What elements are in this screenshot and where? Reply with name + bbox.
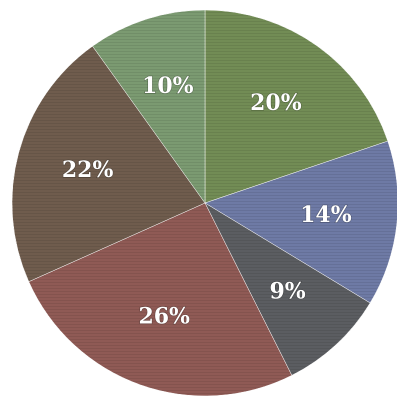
pie-slice-label-4: 26%: [138, 304, 190, 330]
pie-slice-texture-2: [205, 141, 397, 303]
pie-labels: 20% 14% 9% 26% 22% 10%: [61, 73, 352, 330]
pie-slice-label-5: 22%: [62, 157, 114, 183]
pie-slice-texture-5: [12, 46, 206, 282]
pie-slice-texture-3: [205, 203, 371, 376]
pie-slice-label-2: 14%: [300, 202, 352, 228]
pie-slice-texture-4: [28, 203, 292, 396]
pie-slices: [11, 9, 397, 396]
pie-slice-label-6: 10%: [142, 73, 194, 99]
pie-slice-texture-1: [205, 10, 388, 203]
pie-slice-texture-6: [92, 10, 205, 203]
pie-slice-label-3: 9%: [269, 278, 305, 304]
pie-slice-label-1: 20%: [250, 90, 302, 116]
